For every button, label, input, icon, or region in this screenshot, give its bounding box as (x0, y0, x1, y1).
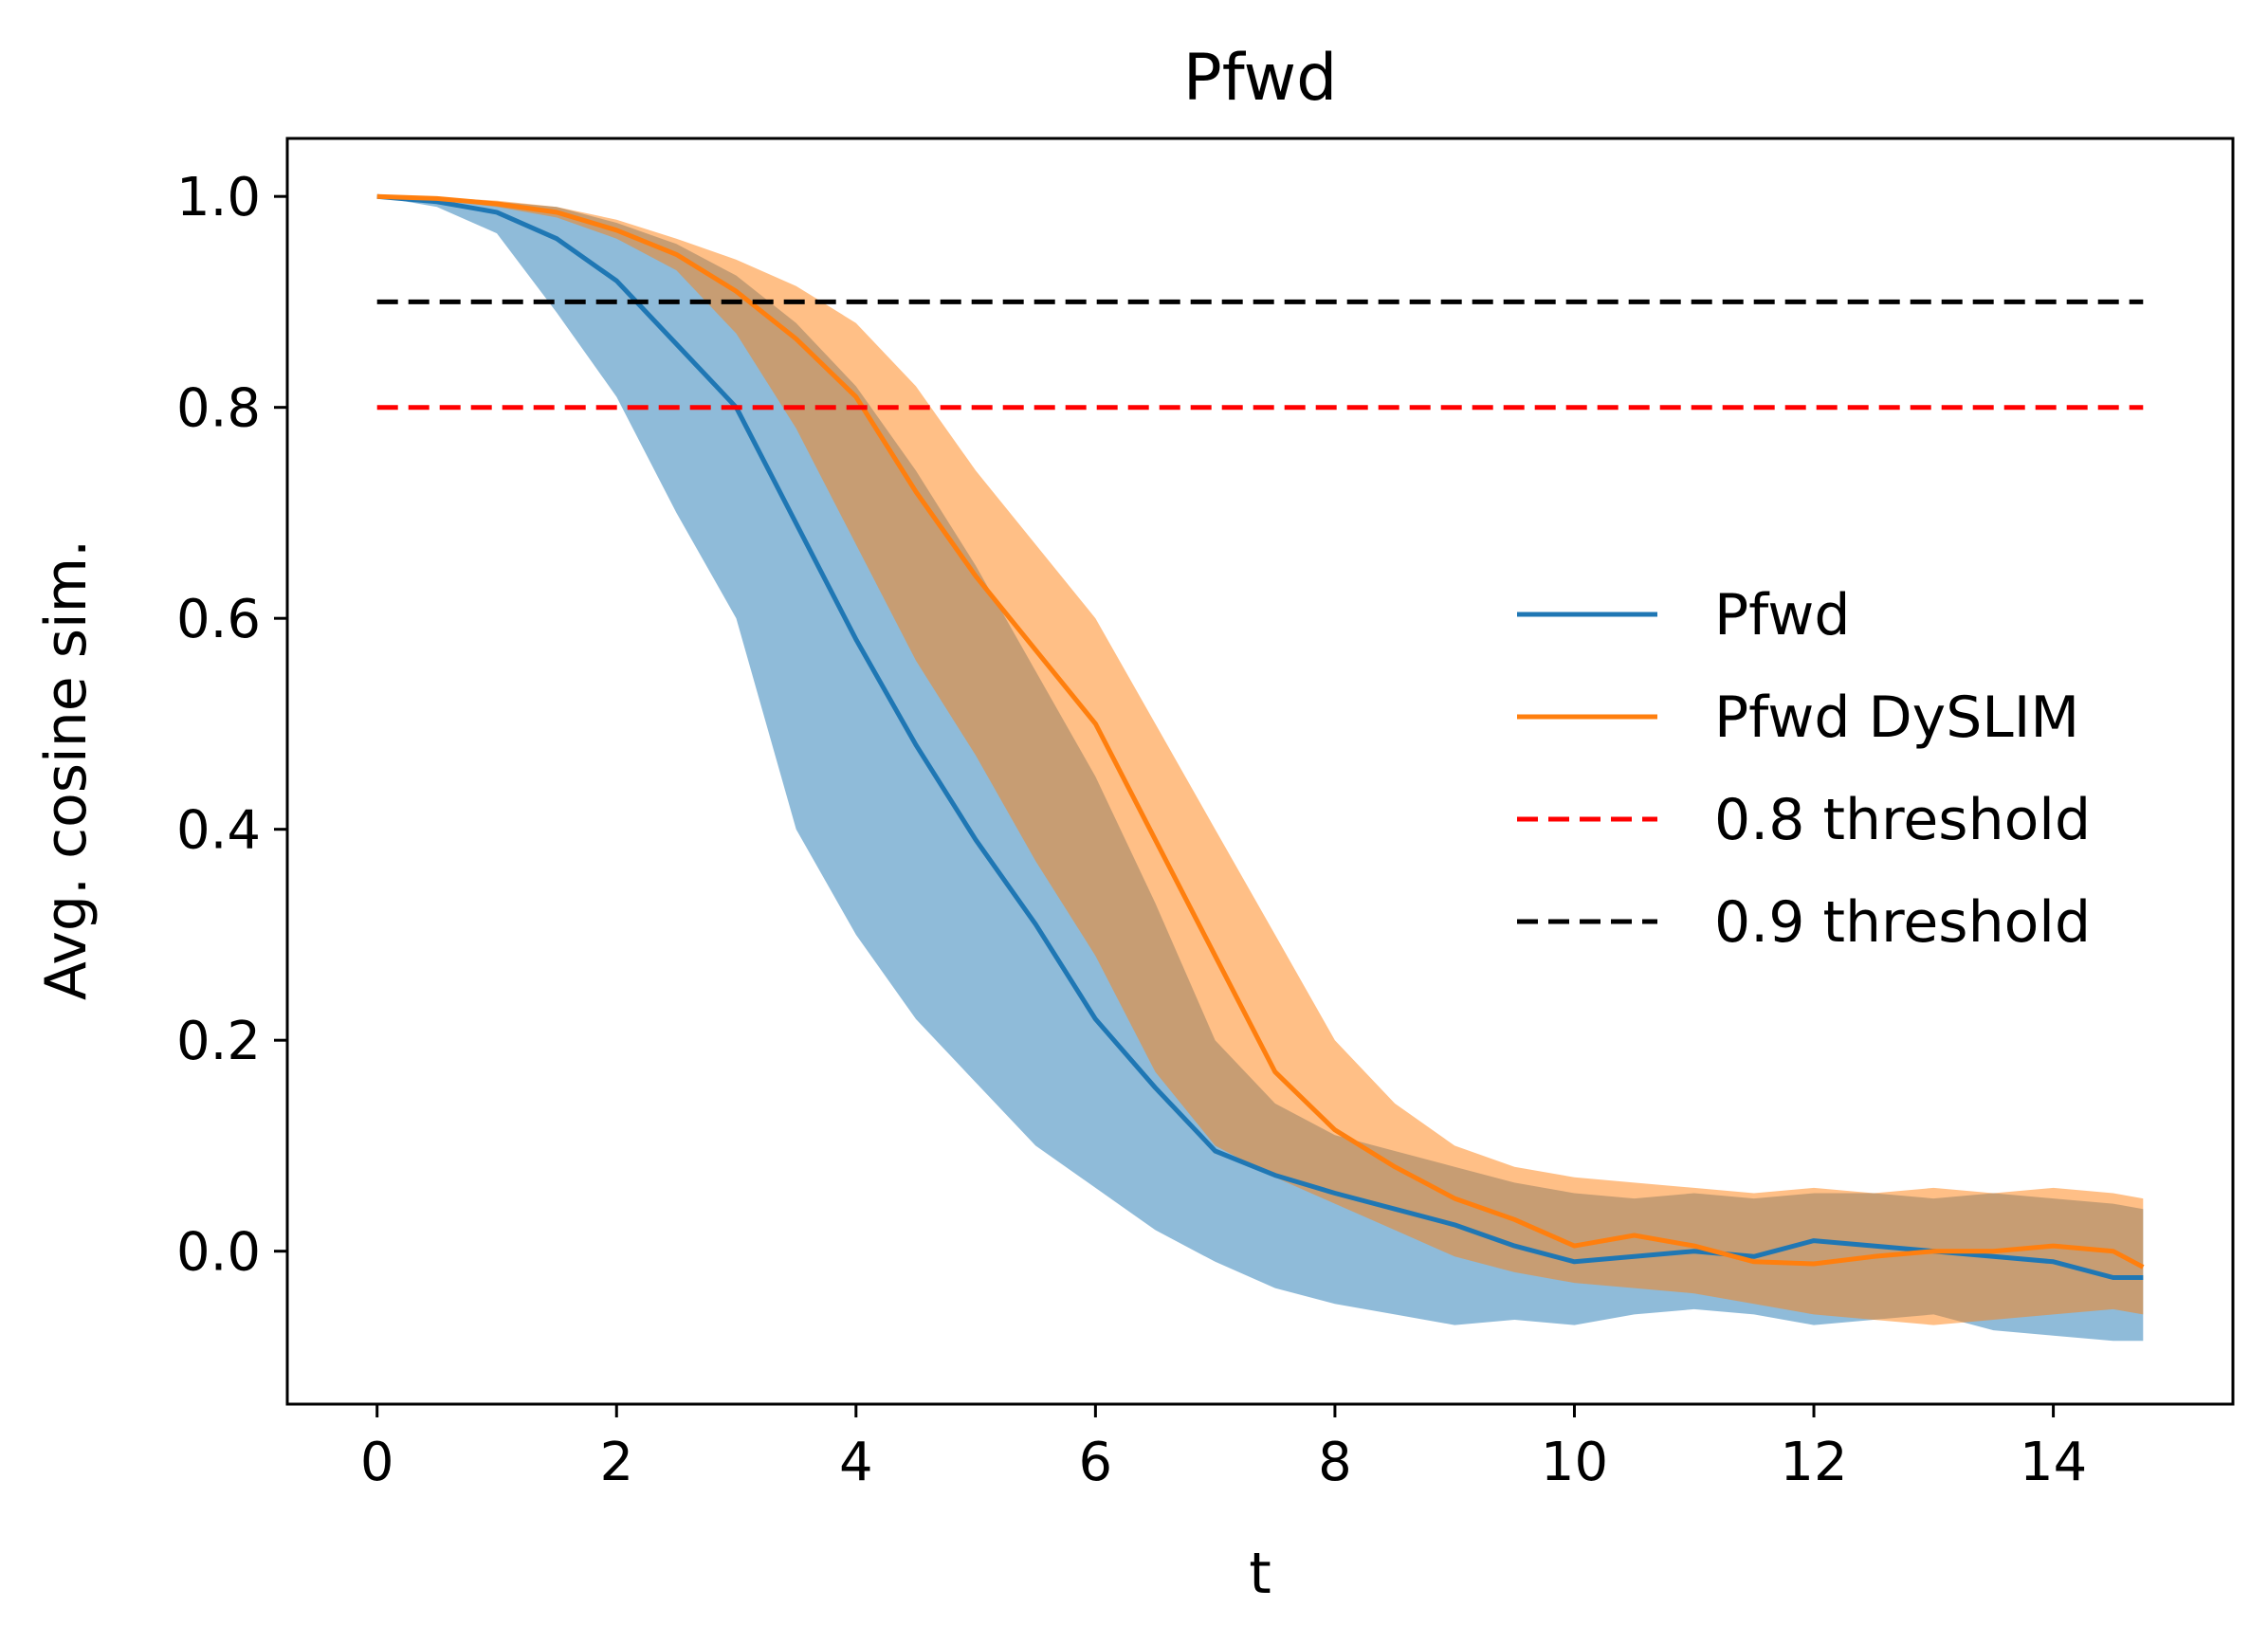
confidence-bands (376, 196, 2144, 1342)
x-axis-label: t (1249, 1541, 1271, 1607)
legend-label-0-8-threshold: 0.8 threshold (1714, 787, 2091, 853)
y-axis-ticks: 0.0 0.2 0.4 0.6 0.8 1.0 (176, 167, 287, 1284)
y-tick-label: 0.6 (176, 589, 261, 650)
x-tick-label: 10 (1541, 1432, 1608, 1493)
plot-frame (285, 137, 2235, 1406)
y-tick-label: 0.2 (176, 1011, 261, 1072)
x-axis-ticks: 0 2 4 6 8 10 12 14 (360, 1404, 2087, 1493)
x-tick-label: 6 (1079, 1432, 1113, 1493)
chart-title: Pfwd (1183, 41, 1338, 116)
series-pfwd-line (376, 193, 2144, 1280)
series-lines (376, 193, 2145, 1280)
x-tick-label: 8 (1318, 1432, 1352, 1493)
x-tick-label: 4 (839, 1432, 873, 1493)
band-pfwd (376, 196, 2144, 1342)
y-tick-label: 1.0 (176, 167, 261, 228)
band-pfwd-dyslim (376, 196, 2144, 1325)
series-pfwd-dyslim-line (376, 193, 2145, 1270)
x-tick-label: 14 (2020, 1432, 2087, 1493)
legend-label-pfwd: Pfwd (1714, 582, 1850, 648)
x-tick-label: 0 (360, 1432, 394, 1493)
x-tick-label: 2 (599, 1432, 633, 1493)
y-tick-label: 0.8 (176, 378, 261, 440)
y-tick-label: 0.4 (176, 800, 261, 862)
legend: Pfwd Pfwd DySLIM 0.8 threshold 0.9 threshol… (1517, 582, 2091, 956)
y-axis-label: Avg. cosine sim. (33, 539, 100, 1000)
legend-label-pfwd-dyslim: Pfwd DySLIM (1714, 685, 2079, 751)
x-tick-label: 12 (1780, 1432, 1847, 1493)
y-tick-label: 0.0 (176, 1222, 261, 1284)
legend-label-0-9-threshold: 0.9 threshold (1714, 889, 2091, 956)
